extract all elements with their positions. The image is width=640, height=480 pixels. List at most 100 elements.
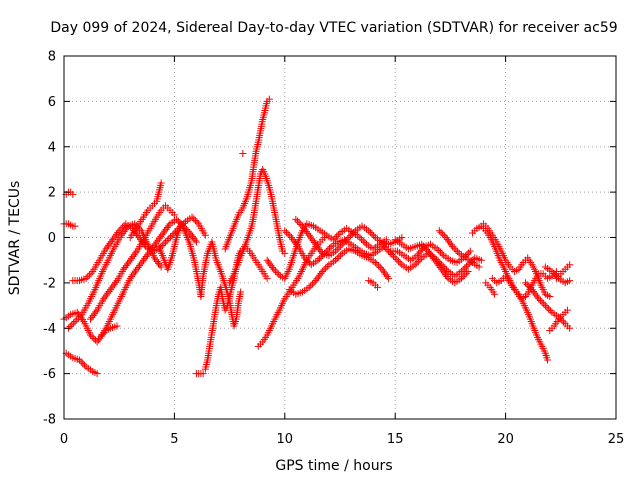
data-point bbox=[424, 247, 432, 255]
data-point bbox=[77, 358, 85, 366]
axis-ticks: 0 5 10 15 20 25 -8 -6 -4 -2 0 2 4 6 8 bbox=[43, 50, 624, 448]
data-point bbox=[301, 254, 309, 262]
data-point bbox=[189, 233, 197, 241]
data-point bbox=[143, 251, 151, 259]
data-point bbox=[90, 310, 98, 318]
data-point bbox=[526, 284, 534, 292]
data-point bbox=[132, 249, 140, 257]
data-point bbox=[106, 239, 114, 247]
data-point bbox=[390, 252, 398, 260]
data-point bbox=[114, 229, 122, 237]
data-point bbox=[326, 244, 334, 252]
data-point bbox=[447, 241, 455, 249]
series-s21 bbox=[365, 277, 382, 291]
data-point bbox=[442, 271, 450, 279]
data-point bbox=[160, 240, 168, 248]
data-point bbox=[302, 228, 310, 236]
data-point bbox=[301, 226, 309, 234]
data-point bbox=[376, 264, 384, 272]
y-tick-label: 0 bbox=[48, 231, 56, 246]
y-tick-label: -2 bbox=[43, 276, 56, 291]
data-point bbox=[334, 231, 342, 239]
data-point bbox=[435, 247, 443, 255]
data-point bbox=[275, 270, 283, 278]
data-point bbox=[66, 323, 74, 331]
data-point bbox=[436, 248, 444, 256]
data-point bbox=[331, 234, 339, 242]
data-point bbox=[374, 283, 382, 291]
data-point bbox=[449, 243, 457, 251]
data-point bbox=[356, 234, 364, 241]
data-point bbox=[102, 245, 110, 253]
data-point bbox=[350, 228, 358, 236]
data-point bbox=[438, 265, 446, 273]
data-point bbox=[112, 278, 120, 286]
series-s4 bbox=[62, 349, 101, 378]
data-point bbox=[85, 271, 93, 279]
data-point bbox=[337, 251, 345, 259]
data-point bbox=[109, 236, 117, 244]
data-point bbox=[129, 253, 137, 261]
data-point bbox=[86, 315, 94, 323]
data-point bbox=[531, 289, 539, 297]
data-point bbox=[110, 234, 118, 242]
data-point bbox=[304, 257, 312, 265]
data-point bbox=[87, 269, 95, 277]
data-point bbox=[305, 231, 313, 239]
y-tick-label: -6 bbox=[43, 367, 56, 382]
data-point bbox=[359, 237, 367, 245]
data-point bbox=[293, 241, 301, 249]
data-point bbox=[80, 361, 88, 369]
data-point bbox=[115, 227, 123, 235]
data-point bbox=[151, 254, 159, 262]
data-point bbox=[292, 215, 300, 223]
data-point bbox=[129, 271, 137, 279]
data-point bbox=[139, 256, 147, 264]
data-point bbox=[348, 230, 356, 238]
data-point bbox=[287, 234, 295, 241]
data-point bbox=[302, 256, 310, 264]
series-s8 bbox=[98, 322, 121, 339]
series-s30 bbox=[546, 306, 571, 335]
data-point bbox=[297, 220, 305, 228]
data-point bbox=[312, 277, 320, 285]
data-point bbox=[450, 244, 458, 252]
data-point bbox=[170, 230, 178, 238]
data-point bbox=[459, 273, 467, 281]
data-point bbox=[442, 234, 450, 241]
chart-title: Day 099 of 2024, Sidereal Day-to-day VTE… bbox=[50, 20, 617, 36]
series-s28 bbox=[488, 272, 552, 364]
data-point bbox=[117, 225, 125, 233]
data-point bbox=[541, 302, 549, 310]
data-point bbox=[540, 300, 548, 308]
data-point bbox=[167, 233, 175, 241]
x-tick-label: 10 bbox=[277, 432, 294, 447]
data-point bbox=[335, 244, 343, 252]
data-point bbox=[113, 230, 121, 238]
data-point bbox=[92, 308, 100, 316]
data-point bbox=[437, 228, 445, 236]
data-point bbox=[108, 284, 116, 292]
data-point bbox=[126, 274, 134, 282]
data-point bbox=[79, 359, 87, 367]
data-point bbox=[134, 263, 142, 271]
data-point bbox=[270, 265, 278, 273]
data-point bbox=[267, 262, 275, 270]
data-point bbox=[333, 254, 341, 262]
data-point bbox=[457, 274, 465, 282]
data-point bbox=[566, 277, 574, 285]
data-point bbox=[313, 242, 321, 250]
data-point bbox=[284, 230, 292, 238]
data-point bbox=[310, 238, 318, 246]
y-tick-label: 2 bbox=[48, 186, 56, 201]
y-axis-label: SDTVAR / TECUs bbox=[7, 181, 23, 296]
data-point bbox=[439, 230, 447, 238]
data-point bbox=[117, 231, 125, 239]
series-s12 bbox=[192, 370, 207, 378]
data-point bbox=[414, 257, 422, 265]
data-point bbox=[563, 306, 571, 314]
data-point bbox=[322, 248, 330, 256]
series-s27 bbox=[480, 220, 554, 300]
data-point bbox=[551, 271, 559, 279]
data-point bbox=[457, 268, 465, 276]
